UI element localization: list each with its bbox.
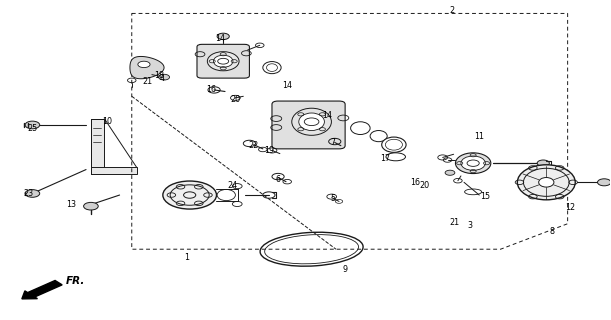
Text: 3: 3 bbox=[467, 221, 472, 230]
Circle shape bbox=[159, 74, 170, 80]
Text: 11: 11 bbox=[474, 132, 485, 140]
Text: 5: 5 bbox=[331, 194, 335, 203]
Ellipse shape bbox=[213, 55, 233, 67]
Text: 16: 16 bbox=[206, 85, 216, 94]
Ellipse shape bbox=[518, 165, 575, 200]
Ellipse shape bbox=[299, 113, 324, 131]
Text: 24: 24 bbox=[227, 181, 238, 190]
Ellipse shape bbox=[455, 153, 491, 173]
Text: 14: 14 bbox=[322, 111, 332, 120]
Ellipse shape bbox=[207, 52, 239, 71]
Text: 14: 14 bbox=[215, 35, 225, 44]
Text: 20: 20 bbox=[230, 95, 241, 104]
Text: 15: 15 bbox=[480, 192, 491, 201]
Ellipse shape bbox=[163, 181, 216, 209]
Text: 9: 9 bbox=[343, 265, 348, 275]
Text: FR.: FR. bbox=[66, 276, 86, 286]
Text: 6: 6 bbox=[276, 175, 280, 184]
Ellipse shape bbox=[382, 137, 406, 152]
Circle shape bbox=[25, 121, 40, 129]
Text: 20: 20 bbox=[419, 181, 430, 190]
Circle shape bbox=[138, 61, 150, 68]
Polygon shape bbox=[130, 56, 164, 79]
Text: 10: 10 bbox=[103, 117, 112, 126]
Text: 17: 17 bbox=[379, 154, 390, 163]
FancyBboxPatch shape bbox=[197, 44, 249, 78]
Text: 7: 7 bbox=[331, 138, 335, 147]
Circle shape bbox=[84, 202, 98, 210]
Ellipse shape bbox=[292, 108, 331, 135]
Text: 13: 13 bbox=[66, 200, 76, 209]
Circle shape bbox=[598, 179, 611, 186]
Ellipse shape bbox=[370, 131, 387, 142]
FancyArrow shape bbox=[22, 280, 62, 299]
Text: 21: 21 bbox=[450, 218, 460, 227]
Circle shape bbox=[445, 170, 455, 175]
Text: 8: 8 bbox=[550, 227, 555, 236]
FancyBboxPatch shape bbox=[91, 167, 137, 174]
Ellipse shape bbox=[386, 153, 406, 161]
Circle shape bbox=[25, 190, 40, 197]
FancyBboxPatch shape bbox=[91, 119, 104, 174]
Text: 22: 22 bbox=[249, 141, 259, 150]
Circle shape bbox=[537, 160, 549, 166]
Text: 12: 12 bbox=[566, 203, 576, 212]
Text: 4: 4 bbox=[159, 74, 165, 83]
Text: 18: 18 bbox=[154, 71, 164, 80]
FancyBboxPatch shape bbox=[272, 101, 345, 149]
Ellipse shape bbox=[539, 178, 554, 187]
Text: 2: 2 bbox=[449, 6, 455, 15]
Text: 19: 19 bbox=[264, 146, 274, 155]
Ellipse shape bbox=[263, 61, 281, 74]
Circle shape bbox=[217, 33, 229, 40]
Text: 1: 1 bbox=[184, 253, 189, 262]
Ellipse shape bbox=[351, 122, 370, 134]
Text: 23: 23 bbox=[23, 189, 33, 198]
Text: 21: 21 bbox=[142, 77, 152, 86]
Ellipse shape bbox=[461, 156, 485, 170]
Text: 16: 16 bbox=[410, 178, 420, 187]
Text: 25: 25 bbox=[27, 124, 37, 132]
Text: 14: 14 bbox=[282, 81, 292, 90]
